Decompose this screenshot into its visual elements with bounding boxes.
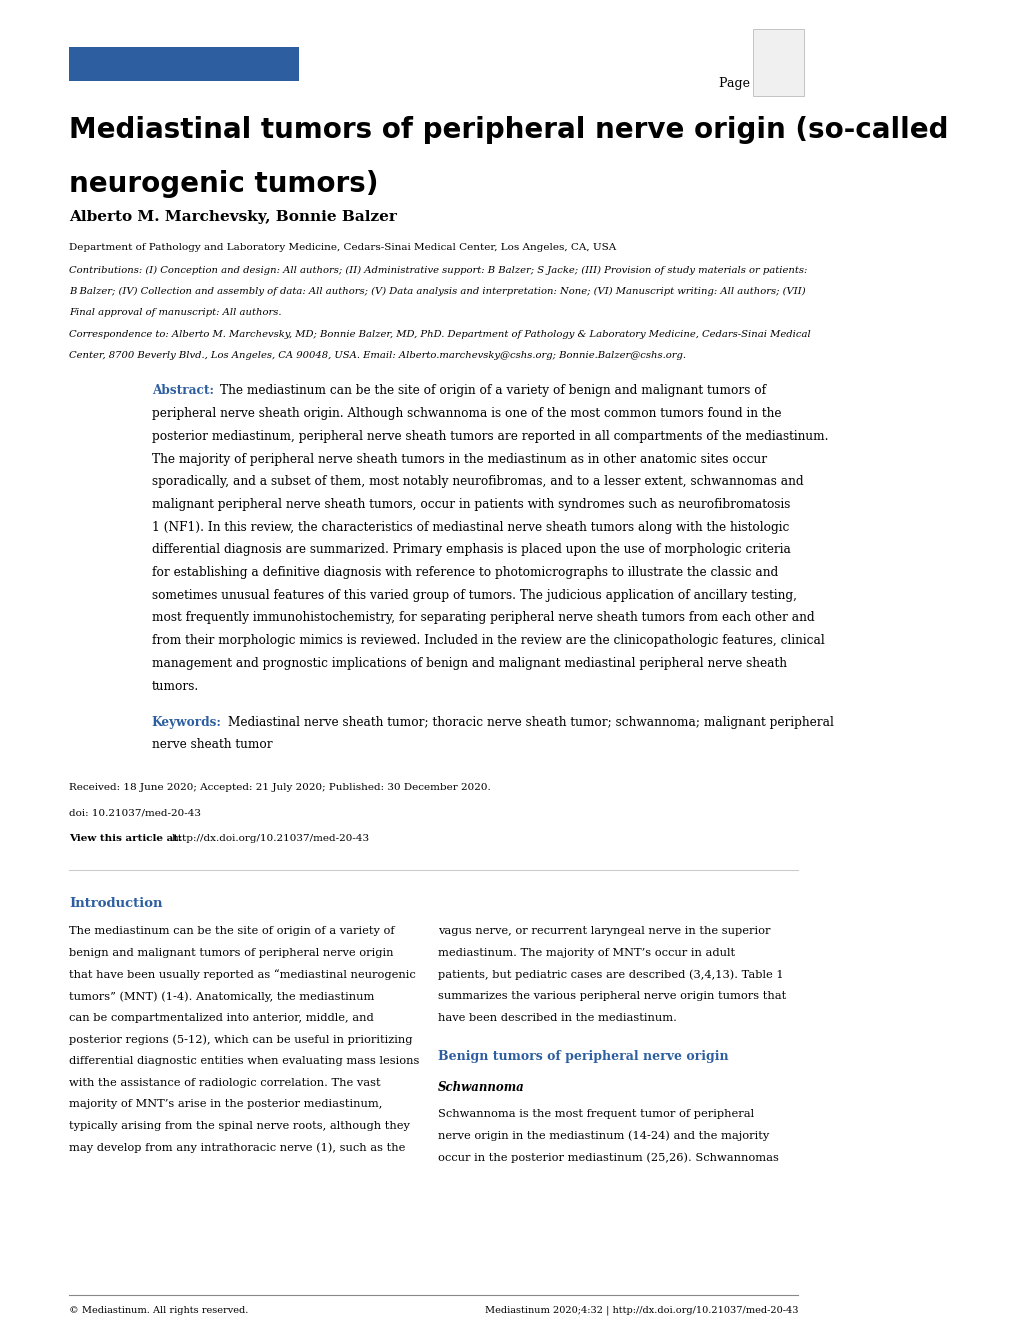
- Text: Schwannoma is the most frequent tumor of peripheral: Schwannoma is the most frequent tumor of…: [438, 1109, 754, 1119]
- Text: Schwannoma: Schwannoma: [438, 1081, 525, 1095]
- Text: Department of Pathology and Laboratory Medicine, Cedars-Sinai Medical Center, Lo: Department of Pathology and Laboratory M…: [69, 243, 616, 252]
- Text: that have been usually reported as “mediastinal neurogenic: that have been usually reported as “medi…: [69, 969, 416, 980]
- Text: Benign tumors of peripheral nerve origin: Benign tumors of peripheral nerve origin: [438, 1051, 729, 1064]
- Text: from their morphologic mimics is reviewed. Included in the review are the clinic: from their morphologic mimics is reviewe…: [152, 634, 823, 647]
- Text: The majority of peripheral nerve sheath tumors in the mediastinum as in other an: The majority of peripheral nerve sheath …: [152, 453, 766, 466]
- Text: Correspondence to: Alberto M. Marchevsky, MD; Bonnie Balzer, MD, PhD. Department: Correspondence to: Alberto M. Marchevsky…: [69, 330, 810, 339]
- Text: benign and malignant tumors of peripheral nerve origin: benign and malignant tumors of periphera…: [69, 948, 393, 957]
- Text: Mediastinal nerve sheath tumor; thoracic nerve sheath tumor; schwannoma; maligna: Mediastinal nerve sheath tumor; thoracic…: [228, 716, 834, 729]
- Text: typically arising from the spinal nerve roots, although they: typically arising from the spinal nerve …: [69, 1121, 410, 1131]
- Text: Contributions: (I) Conception and design: All authors; (II) Administrative suppo: Contributions: (I) Conception and design…: [69, 266, 807, 275]
- Text: ↻: ↻: [771, 47, 784, 63]
- Text: differential diagnostic entities when evaluating mass lesions: differential diagnostic entities when ev…: [69, 1056, 420, 1065]
- Text: sporadically, and a subset of them, most notably neurofibromas, and to a lesser : sporadically, and a subset of them, most…: [152, 475, 803, 489]
- Text: Mediastinum 2020;4:32 | http://dx.doi.org/10.21037/med-20-43: Mediastinum 2020;4:32 | http://dx.doi.or…: [484, 1306, 798, 1315]
- Text: mediastinum. The majority of MNT’s occur in adult: mediastinum. The majority of MNT’s occur…: [438, 948, 735, 957]
- Text: can be compartmentalized into anterior, middle, and: can be compartmentalized into anterior, …: [69, 1013, 374, 1023]
- Text: © Mediastinum. All rights reserved.: © Mediastinum. All rights reserved.: [69, 1306, 249, 1315]
- Text: Alberto M. Marchevsky, Bonnie Balzer: Alberto M. Marchevsky, Bonnie Balzer: [69, 210, 397, 223]
- Text: Keywords:: Keywords:: [152, 716, 221, 729]
- Text: for establishing a definitive diagnosis with reference to photomicrographs to il: for establishing a definitive diagnosis …: [152, 566, 777, 579]
- Text: Introduction: Introduction: [69, 897, 163, 910]
- FancyBboxPatch shape: [752, 29, 803, 96]
- Text: The mediastinum can be the site of origin of a variety of: The mediastinum can be the site of origi…: [69, 926, 394, 936]
- Text: 1 (NF1). In this review, the characteristics of mediastinal nerve sheath tumors : 1 (NF1). In this review, the characteris…: [152, 521, 789, 534]
- Text: with the assistance of radiologic correlation. The vast: with the assistance of radiologic correl…: [69, 1077, 381, 1088]
- Text: sometimes unusual features of this varied group of tumors. The judicious applica: sometimes unusual features of this varie…: [152, 589, 796, 602]
- Text: Received: 18 June 2020; Accepted: 21 July 2020; Published: 30 December 2020.: Received: 18 June 2020; Accepted: 21 Jul…: [69, 784, 491, 793]
- Text: majority of MNT’s arise in the posterior mediastinum,: majority of MNT’s arise in the posterior…: [69, 1099, 382, 1109]
- Text: Final approval of manuscript: All authors.: Final approval of manuscript: All author…: [69, 308, 281, 316]
- Text: B Balzer; (IV) Collection and assembly of data: All authors; (V) Data analysis a: B Balzer; (IV) Collection and assembly o…: [69, 287, 805, 296]
- Text: may develop from any intrathoracic nerve (1), such as the: may develop from any intrathoracic nerve…: [69, 1143, 406, 1153]
- Text: malignant peripheral nerve sheath tumors, occur in patients with syndromes such : malignant peripheral nerve sheath tumors…: [152, 498, 790, 511]
- Text: have been described in the mediastinum.: have been described in the mediastinum.: [438, 1013, 677, 1023]
- Text: peripheral nerve sheath origin. Although schwannoma is one of the most common tu: peripheral nerve sheath origin. Although…: [152, 407, 781, 421]
- Text: vagus nerve, or recurrent laryngeal nerve in the superior: vagus nerve, or recurrent laryngeal nerv…: [438, 926, 770, 936]
- Text: The mediastinum can be the site of origin of a variety of benign and malignant t: The mediastinum can be the site of origi…: [219, 384, 765, 398]
- Text: most frequently immunohistochemistry, for separating peripheral nerve sheath tum: most frequently immunohistochemistry, fo…: [152, 611, 814, 625]
- Text: occur in the posterior mediastinum (25,26). Schwannomas: occur in the posterior mediastinum (25,2…: [438, 1152, 779, 1163]
- Text: Check for
updates: Check for updates: [762, 73, 793, 85]
- Text: nerve origin in the mediastinum (14-24) and the majority: nerve origin in the mediastinum (14-24) …: [438, 1131, 768, 1141]
- Text: Mediastinal tumors of peripheral nerve origin (so-called: Mediastinal tumors of peripheral nerve o…: [69, 116, 948, 144]
- Text: Abstract:: Abstract:: [152, 384, 214, 398]
- Text: posterior regions (5-12), which can be useful in prioritizing: posterior regions (5-12), which can be u…: [69, 1035, 413, 1045]
- Text: nerve sheath tumor: nerve sheath tumor: [152, 738, 272, 752]
- Text: Center, 8700 Beverly Blvd., Los Angeles, CA 90048, USA. Email: Alberto.marchevsk: Center, 8700 Beverly Blvd., Los Angeles,…: [69, 351, 686, 360]
- Text: differential diagnosis are summarized. Primary emphasis is placed upon the use o: differential diagnosis are summarized. P…: [152, 543, 790, 557]
- Text: tumors.: tumors.: [152, 680, 199, 693]
- Text: View this article at:: View this article at:: [69, 834, 182, 844]
- Text: neurogenic tumors): neurogenic tumors): [69, 170, 378, 198]
- Text: management and prognostic implications of benign and malignant mediastinal perip: management and prognostic implications o…: [152, 657, 786, 670]
- Text: posterior mediastinum, peripheral nerve sheath tumors are reported in all compar: posterior mediastinum, peripheral nerve …: [152, 430, 827, 443]
- Text: patients, but pediatric cases are described (3,4,13). Table 1: patients, but pediatric cases are descri…: [438, 969, 783, 980]
- Text: summarizes the various peripheral nerve origin tumors that: summarizes the various peripheral nerve …: [438, 991, 786, 1001]
- Text: Page 1 of 13: Page 1 of 13: [718, 77, 798, 91]
- Text: http://dx.doi.org/10.21037/med-20-43: http://dx.doi.org/10.21037/med-20-43: [171, 834, 370, 844]
- Text: tumors” (MNT) (1-4). Anatomically, the mediastinum: tumors” (MNT) (1-4). Anatomically, the m…: [69, 991, 374, 1001]
- Text: Review Article: Review Article: [78, 57, 178, 71]
- FancyBboxPatch shape: [69, 47, 300, 81]
- Text: doi: 10.21037/med-20-43: doi: 10.21037/med-20-43: [69, 809, 201, 818]
